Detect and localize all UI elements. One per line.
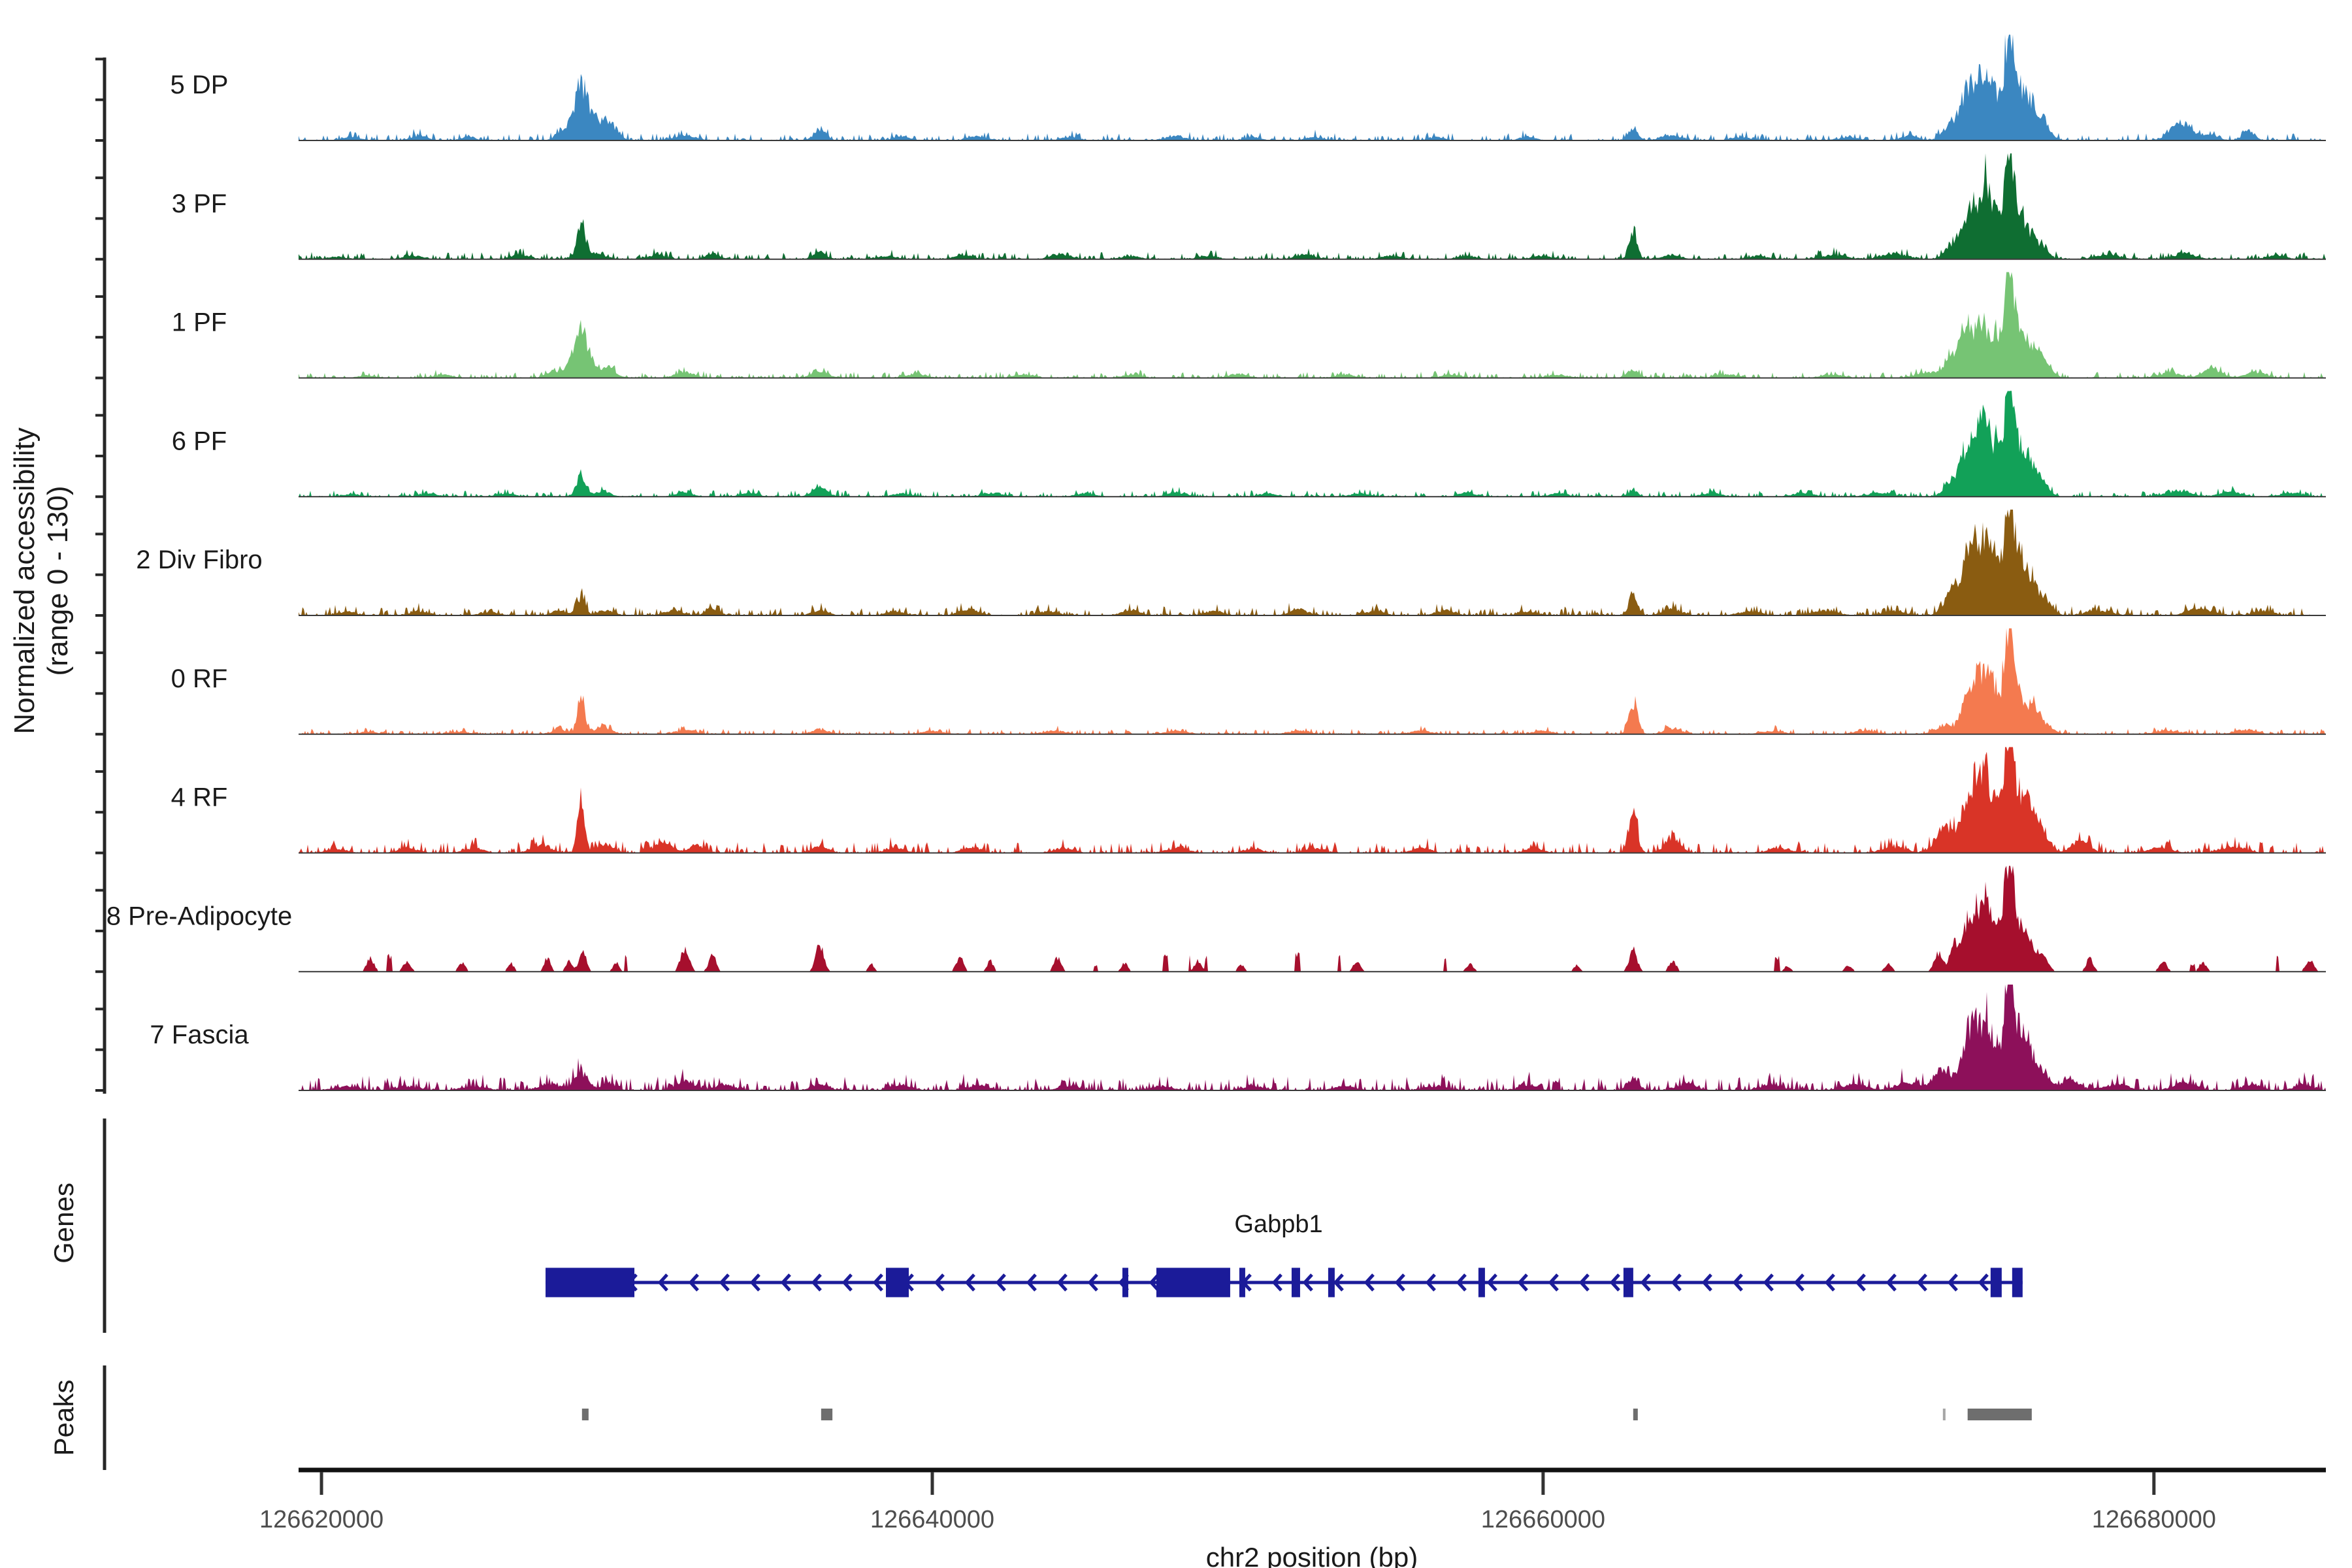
strand-arrow-left	[1732, 1273, 1743, 1292]
strand-arrow-left	[749, 1273, 760, 1292]
called-peak-interval	[1633, 1409, 1638, 1420]
genes-section-label: Genes	[48, 1183, 79, 1264]
strand-arrow-left	[995, 1273, 1006, 1292]
x-axis-tick-label: 126680000	[2092, 1506, 2216, 1533]
x-axis-title: chr2 position (bp)	[1206, 1542, 1418, 1568]
track-label-5-dp: 5 DP	[171, 71, 229, 99]
y-axis-title-line1: Normalized accessibility	[8, 427, 41, 734]
strand-arrow-left	[1824, 1273, 1835, 1292]
track-signal-2-div-fibro	[299, 510, 2326, 615]
strand-arrow-left	[811, 1273, 822, 1292]
gene-exon	[1328, 1267, 1335, 1298]
track-label-1-pf: 1 PF	[172, 308, 227, 337]
track-label-6-pf: 6 PF	[172, 427, 227, 455]
strand-arrow-left	[1763, 1273, 1774, 1292]
strand-arrow-left	[1364, 1273, 1375, 1292]
strand-arrow-left	[1333, 1273, 1344, 1292]
track-label-2-div-fibro: 2 Div Fibro	[136, 546, 262, 574]
track-signal-6-pf	[299, 391, 2326, 497]
x-axis-tick-label: 126640000	[870, 1506, 994, 1533]
strand-arrow-left	[1149, 1273, 1160, 1292]
strand-arrow-left	[1517, 1273, 1528, 1292]
strand-arrow-left	[1578, 1273, 1590, 1292]
strand-arrow-left	[1671, 1273, 1682, 1292]
x-axis-tick-label: 126620000	[259, 1506, 384, 1533]
gene-exon	[1239, 1267, 1245, 1298]
called-peak-interval	[821, 1409, 833, 1420]
peaks-section-label: Peaks	[48, 1380, 79, 1456]
track-signal-1-pf	[299, 272, 2326, 378]
strand-arrow-left	[872, 1273, 883, 1292]
gene-exon	[546, 1267, 635, 1298]
called-peak-interval	[1967, 1409, 2032, 1420]
track-signal-8-pre-adipocyte	[299, 866, 2326, 972]
track-signal-3-pf	[299, 153, 2326, 259]
strand-arrow-left	[1916, 1273, 1927, 1292]
strand-arrow-left	[1486, 1273, 1497, 1292]
track-label-7-fascia: 7 Fascia	[150, 1021, 249, 1049]
strand-arrow-left	[1087, 1273, 1098, 1292]
strand-arrow-left	[1886, 1273, 1897, 1292]
strand-arrow-left	[1425, 1273, 1436, 1292]
gene-exon	[885, 1267, 909, 1298]
strand-arrow-left	[719, 1273, 730, 1292]
strand-arrow-left	[1456, 1273, 1467, 1292]
gene-exon	[1291, 1267, 1300, 1298]
strand-arrow-left	[1701, 1273, 1712, 1292]
gene-name-label: Gabpb1	[1234, 1211, 1322, 1238]
strand-arrow-left	[841, 1273, 853, 1292]
track-label-4-rf: 4 RF	[171, 783, 228, 812]
strand-arrow-left	[1855, 1273, 1866, 1292]
strand-arrow-left	[1793, 1273, 1805, 1292]
gene-exon	[1122, 1267, 1128, 1298]
track-label-3-pf: 3 PF	[172, 189, 227, 218]
strand-arrow-left	[657, 1273, 668, 1292]
strand-arrow-left	[688, 1273, 699, 1292]
strand-arrow-left	[1271, 1273, 1282, 1292]
strand-arrow-left	[1978, 1273, 1989, 1292]
strand-arrow-left	[1056, 1273, 1068, 1292]
called-peak-interval	[1942, 1409, 1946, 1420]
strand-arrow-left	[1947, 1273, 1958, 1292]
track-signal-0-rf	[299, 628, 2326, 734]
gene-exon	[1990, 1267, 2002, 1298]
strand-arrow-left	[964, 1273, 975, 1292]
gene-exon	[1156, 1267, 1230, 1298]
strand-arrow-left	[1609, 1273, 1620, 1292]
strand-arrow-left	[1394, 1273, 1405, 1292]
gene-exon	[1478, 1267, 1485, 1298]
track-signal-5-dp	[299, 35, 2326, 140]
called-peak-interval	[581, 1409, 589, 1420]
track-signal-7-fascia	[299, 985, 2326, 1090]
x-axis-tick-label: 126660000	[1481, 1506, 1605, 1533]
strand-arrow-left	[1302, 1273, 1313, 1292]
gene-exon	[1623, 1267, 1633, 1298]
track-label-0-rf: 0 RF	[171, 664, 228, 693]
track-signal-4-rf	[299, 747, 2326, 853]
y-axis-title-line2: (range 0 - 130)	[42, 485, 74, 676]
strand-arrow-left	[1548, 1273, 1559, 1292]
strand-arrow-left	[934, 1273, 945, 1292]
strand-arrow-left	[780, 1273, 791, 1292]
gene-exon	[2012, 1267, 2023, 1298]
strand-arrow-left	[1640, 1273, 1651, 1292]
track-label-8-pre-adipocyte: 8 Pre-Adipocyte	[106, 902, 293, 930]
strand-arrow-left	[1026, 1273, 1037, 1292]
